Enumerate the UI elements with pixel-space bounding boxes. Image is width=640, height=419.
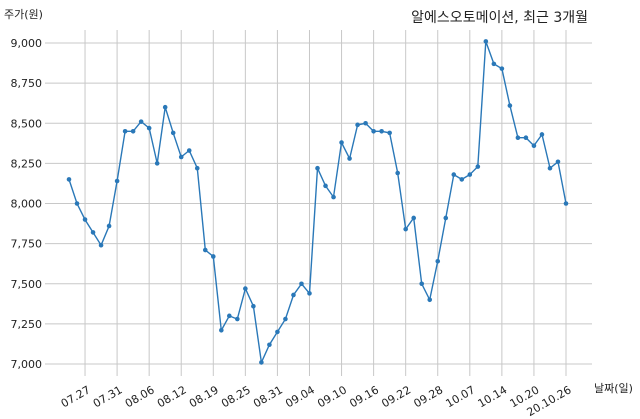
x-tick-label: 09.04 [283, 383, 317, 410]
x-tick-label: 09.10 [315, 383, 349, 410]
x-tick-label: 10.07 [444, 383, 478, 410]
data-point [339, 140, 344, 145]
data-point [74, 201, 80, 206]
data-point [130, 128, 136, 134]
data-point [347, 156, 352, 161]
x-axis-title: 날짜(일) [594, 381, 633, 395]
x-axis: 07.2707.3108.0608.1208.1908.2508.3109.04… [59, 383, 574, 419]
y-tick-label: 7,500 [11, 278, 43, 291]
data-point [90, 230, 96, 235]
data-point [114, 178, 120, 184]
x-tick-label: 09.28 [411, 383, 445, 410]
y-tick-label: 8,500 [11, 117, 43, 130]
data-point [355, 122, 360, 128]
data-point [299, 281, 304, 287]
data-point [210, 254, 216, 259]
data-point [275, 329, 280, 335]
data-point [435, 258, 441, 264]
data-point [315, 165, 320, 171]
data-point [459, 177, 465, 182]
data-point [363, 120, 368, 126]
x-tick-label: 08.31 [251, 383, 285, 410]
x-tick-label: 09.22 [379, 383, 413, 410]
data-point [235, 316, 240, 322]
data-point [66, 177, 72, 182]
data-point [251, 303, 256, 309]
y-axis: 7,000 7,250 7,500 7,750 8,000 8,250 8,500 8,750… [11, 37, 43, 371]
data-point [411, 215, 416, 221]
x-tick-label: 08.19 [187, 383, 221, 410]
data-point [451, 172, 457, 177]
data-point [427, 297, 433, 303]
data-point [186, 148, 192, 153]
data-point [307, 291, 312, 296]
data-point [331, 194, 336, 200]
data-point [170, 130, 176, 136]
chart-title: 알에스오토메이션, 최근 3개월 [411, 10, 588, 26]
data-point [98, 242, 104, 248]
data-point [162, 104, 168, 110]
data-point [491, 61, 497, 67]
data-point [563, 201, 569, 206]
data-point [443, 215, 449, 221]
data-point [379, 128, 384, 134]
data-point [243, 286, 248, 291]
x-tick-label: 10.14 [476, 383, 510, 410]
data-point [138, 119, 144, 124]
y-tick-label: 7,000 [11, 358, 43, 371]
data-point [507, 103, 513, 108]
y-tick-label: 9,000 [11, 37, 43, 50]
data-point [194, 165, 200, 171]
data-point [178, 154, 184, 160]
y-tick-label: 8,750 [11, 77, 43, 90]
data-point [259, 360, 264, 365]
y-axis-title: 주가(원) [4, 8, 43, 21]
x-tick-label: 07.31 [91, 383, 125, 410]
x-tick-label: 08.12 [155, 383, 189, 410]
data-point [523, 135, 529, 140]
y-tick-label: 8,250 [11, 157, 43, 170]
series-line [68, 41, 567, 365]
data-point [202, 247, 208, 253]
data-point [323, 183, 328, 189]
data-point [403, 226, 408, 232]
data-point [531, 143, 537, 149]
data-point [371, 128, 376, 134]
x-tick-label: 08.25 [219, 383, 253, 410]
data-point [555, 159, 561, 165]
y-tick-label: 8,000 [11, 198, 43, 211]
series-layer [66, 39, 569, 365]
data-point [219, 327, 224, 333]
data-point [283, 316, 288, 322]
data-point [475, 164, 481, 169]
data-point [227, 313, 232, 319]
data-point [539, 132, 545, 137]
x-tick-label: 08.06 [123, 383, 157, 410]
data-point [499, 66, 505, 71]
data-point [82, 217, 88, 222]
data-point [291, 292, 296, 298]
y-tick-label: 7,250 [11, 318, 43, 331]
data-point [122, 128, 128, 134]
data-point [146, 125, 152, 131]
data-point [395, 170, 400, 176]
x-tick-label: 09.16 [347, 383, 381, 410]
data-point [515, 135, 521, 140]
data-point [483, 39, 489, 44]
data-point [419, 281, 425, 287]
y-tick-label: 7,750 [11, 238, 43, 251]
grid [45, 30, 592, 376]
data-point [387, 130, 392, 136]
data-point [106, 223, 112, 229]
data-point [154, 161, 160, 166]
data-point [467, 172, 473, 177]
data-point [547, 165, 553, 171]
data-point [267, 342, 272, 348]
x-tick-label: 07.27 [59, 383, 93, 410]
